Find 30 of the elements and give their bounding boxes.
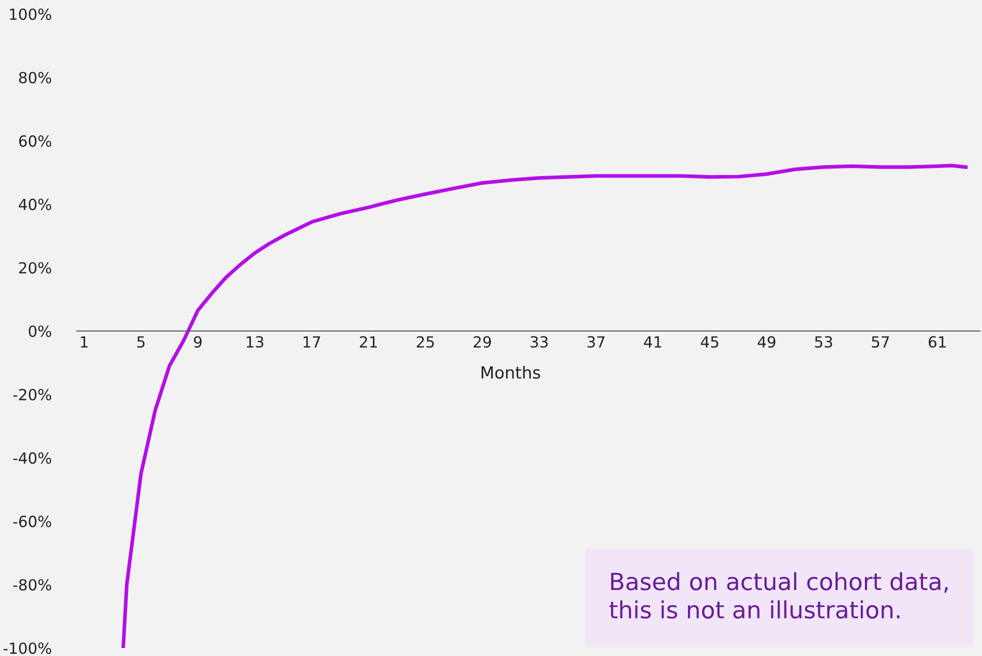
x-tick-label: 25 [416, 336, 434, 348]
x-tick-label: 53 [815, 336, 832, 348]
x-axis-title: Months [482, 366, 540, 379]
y-tick-label: 0% [28, 325, 52, 338]
annotation: Based on actual cohort data, this is not an illustration. [609, 572, 948, 619]
x-tick-label: 49 [758, 336, 776, 348]
x-tick-label: 37 [588, 336, 604, 348]
y-tick-label: 60% [19, 135, 52, 147]
x-tick-label: 17 [304, 336, 320, 348]
x-tick-label: 57 [872, 336, 889, 348]
y-tick-label: -100% [4, 642, 52, 654]
x-tick-label: 13 [246, 336, 264, 348]
x-tick-label: 5 [137, 336, 145, 348]
y-tick-label: 20% [19, 262, 52, 274]
x-tick-label: 41 [644, 336, 662, 348]
y-tick-label: 100% [10, 8, 52, 20]
y-tick-label: 40% [18, 198, 52, 210]
x-tick-label: 29 [474, 336, 491, 348]
y-tick-label: -80% [13, 579, 52, 591]
y-tick-label: -60% [13, 516, 52, 528]
x-tick-label: 9 [194, 336, 202, 348]
line-series [121, 164, 968, 648]
x-tick-label: 45 [700, 336, 718, 348]
x-tick-label: 21 [360, 336, 377, 348]
x-tick-label: 61 [928, 336, 946, 348]
y-tick-label: 80% [19, 72, 52, 84]
y-tick-label: -20% [13, 388, 52, 400]
x-tick-label: 33 [530, 336, 548, 348]
y-tick-label: -40% [13, 452, 52, 464]
x-tick-label: 1 [80, 336, 88, 348]
